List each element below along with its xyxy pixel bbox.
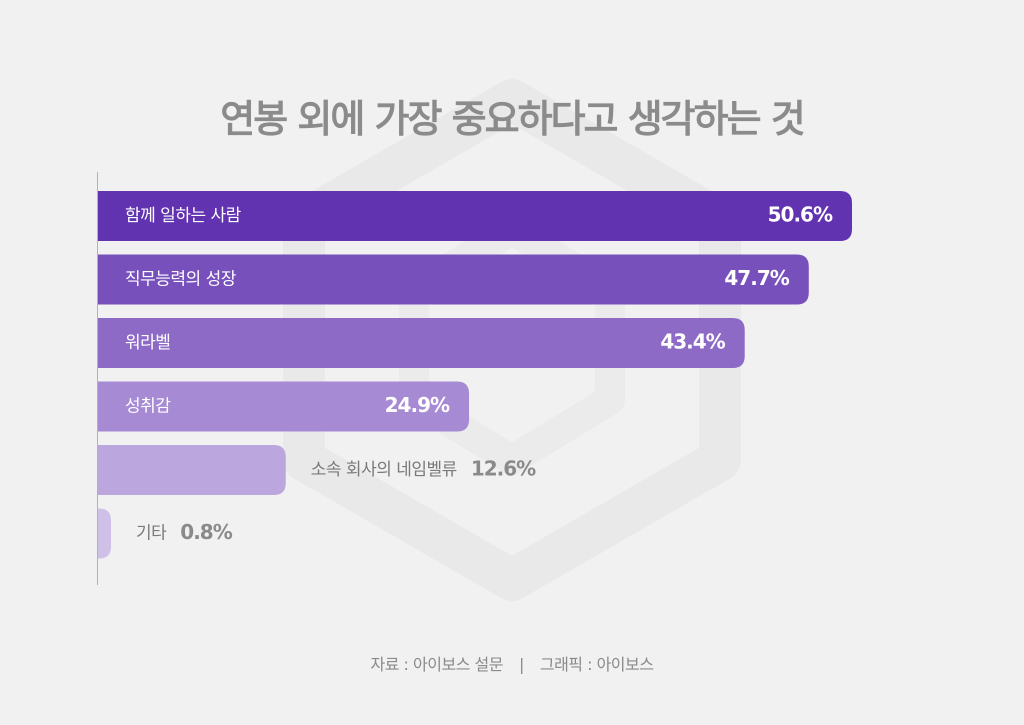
source-text: 자료 : 아이보스 설문 — [370, 655, 504, 674]
category-label: 워라벨 — [125, 333, 170, 353]
value-label: 47.7% — [724, 266, 789, 290]
value-label: 43.4% — [660, 330, 725, 354]
bar — [98, 254, 809, 305]
category-label: 함께 일하는 사람 — [125, 206, 242, 226]
bar — [98, 445, 286, 495]
chart-title: 연봉 외에 가장 중요하다고 생각하는 것 — [220, 97, 806, 141]
value-label: 24.9% — [385, 393, 450, 417]
bar — [98, 508, 111, 559]
footer-separator: | — [518, 655, 524, 674]
value-label: 0.8% — [180, 520, 232, 544]
bar — [98, 318, 745, 368]
bar — [98, 381, 470, 432]
bar — [98, 191, 852, 241]
value-label: 50.6% — [768, 203, 833, 227]
graphic-credit: 그래픽 : 아이보스 — [539, 655, 654, 674]
category-label: 기타 — [136, 524, 167, 544]
category-label: 성취감 — [125, 397, 171, 417]
value-label: 12.6% — [471, 457, 536, 481]
category-label: 직무능력의 성장 — [125, 270, 237, 290]
category-label: 소속 회사의 네임벨류 — [311, 460, 457, 480]
footer: 자료 : 아이보스 설문 | 그래픽 : 아이보스 — [0, 651, 1024, 675]
